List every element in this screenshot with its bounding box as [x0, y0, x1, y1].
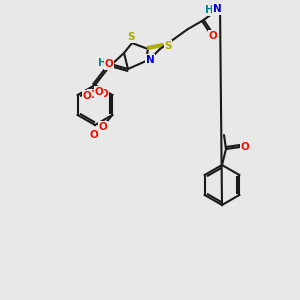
- Text: O: O: [99, 122, 108, 132]
- Text: N: N: [213, 4, 221, 14]
- Text: O: O: [90, 130, 99, 140]
- Text: S: S: [164, 41, 172, 51]
- Text: O: O: [105, 59, 113, 69]
- Text: O: O: [208, 31, 217, 41]
- Text: O: O: [83, 91, 92, 101]
- Text: S: S: [127, 32, 135, 42]
- Text: O: O: [100, 89, 109, 99]
- Text: O: O: [95, 87, 104, 97]
- Text: H: H: [98, 58, 106, 68]
- Text: H: H: [205, 5, 213, 15]
- Text: N: N: [146, 55, 154, 65]
- Text: O: O: [241, 142, 249, 152]
- Text: O: O: [88, 90, 97, 100]
